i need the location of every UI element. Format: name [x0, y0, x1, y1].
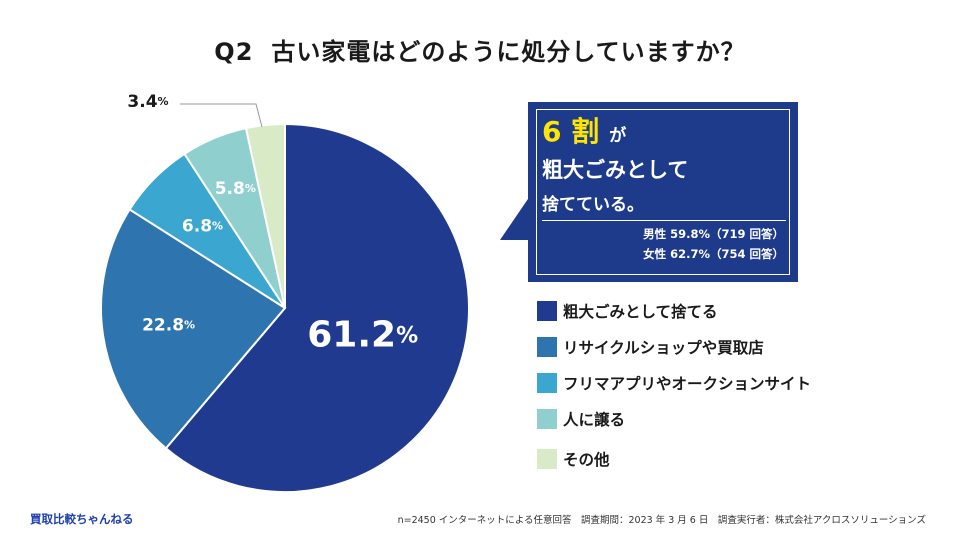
- footer-brand: 買取比較ちゃんねる: [30, 512, 134, 526]
- question-number: Q2: [214, 38, 254, 66]
- callout-pointer: [500, 196, 530, 240]
- legend-swatch: [537, 449, 557, 469]
- legend-label: 粗大ごみとして捨てる: [563, 303, 718, 321]
- pie-slice: [244, 122, 286, 309]
- footer-note: n=2450 インターネットによる任意回答 調査期間：2023 年 3 月 6 …: [397, 515, 926, 526]
- legend-swatch: [537, 373, 557, 393]
- data-label: 3.4%: [127, 92, 168, 112]
- legend-label: フリマアプリやオークションサイト: [563, 375, 812, 393]
- data-label: 5.8%: [215, 179, 256, 199]
- callout-divider: [542, 220, 786, 221]
- pie-slice: [164, 122, 470, 493]
- pie-slice: [100, 208, 287, 450]
- question-text: 古い家電はどのように処分していますか？: [271, 38, 746, 66]
- callout-line3: 捨てている。: [542, 195, 644, 215]
- legend-swatch: [537, 301, 557, 321]
- data-label: 61.2%: [307, 315, 418, 356]
- legend-item: フリマアプリやオークションサイト: [537, 372, 811, 394]
- callout-big: 6 割: [542, 115, 600, 148]
- legend-label: リサイクルショップや買取店: [563, 339, 764, 357]
- legend-item: リサイクルショップや買取店: [537, 336, 764, 358]
- callout-frame: [536, 109, 790, 275]
- legend-item: その他: [537, 448, 610, 470]
- data-label: 22.8%: [142, 316, 195, 336]
- legend-swatch: [537, 409, 557, 429]
- legend-label: 人に譲る: [563, 411, 626, 429]
- data-label: 6.8%: [182, 217, 223, 237]
- legend-item: 粗大ごみとして捨てる: [537, 300, 718, 322]
- chart-title: Q2 古い家電はどのように処分していますか？: [0, 32, 960, 67]
- callout-line1-rest: が: [609, 126, 627, 146]
- legend-item: 人に譲る: [537, 408, 625, 430]
- callout-box: 6 割が 粗大ごみとして 捨てている。 男性 59.8%（719 回答） 女性 …: [528, 102, 798, 282]
- callout-line2: 粗大ごみとして: [542, 158, 689, 182]
- callout-female-stat: 女性 62.7%（754 回答）: [643, 247, 784, 261]
- leader-line: [180, 103, 263, 128]
- legend-label: その他: [563, 451, 610, 469]
- callout-male-stat: 男性 59.8%（719 回答）: [643, 227, 784, 241]
- legend-swatch: [537, 337, 557, 357]
- callout-headline: 6 割が: [542, 110, 626, 150]
